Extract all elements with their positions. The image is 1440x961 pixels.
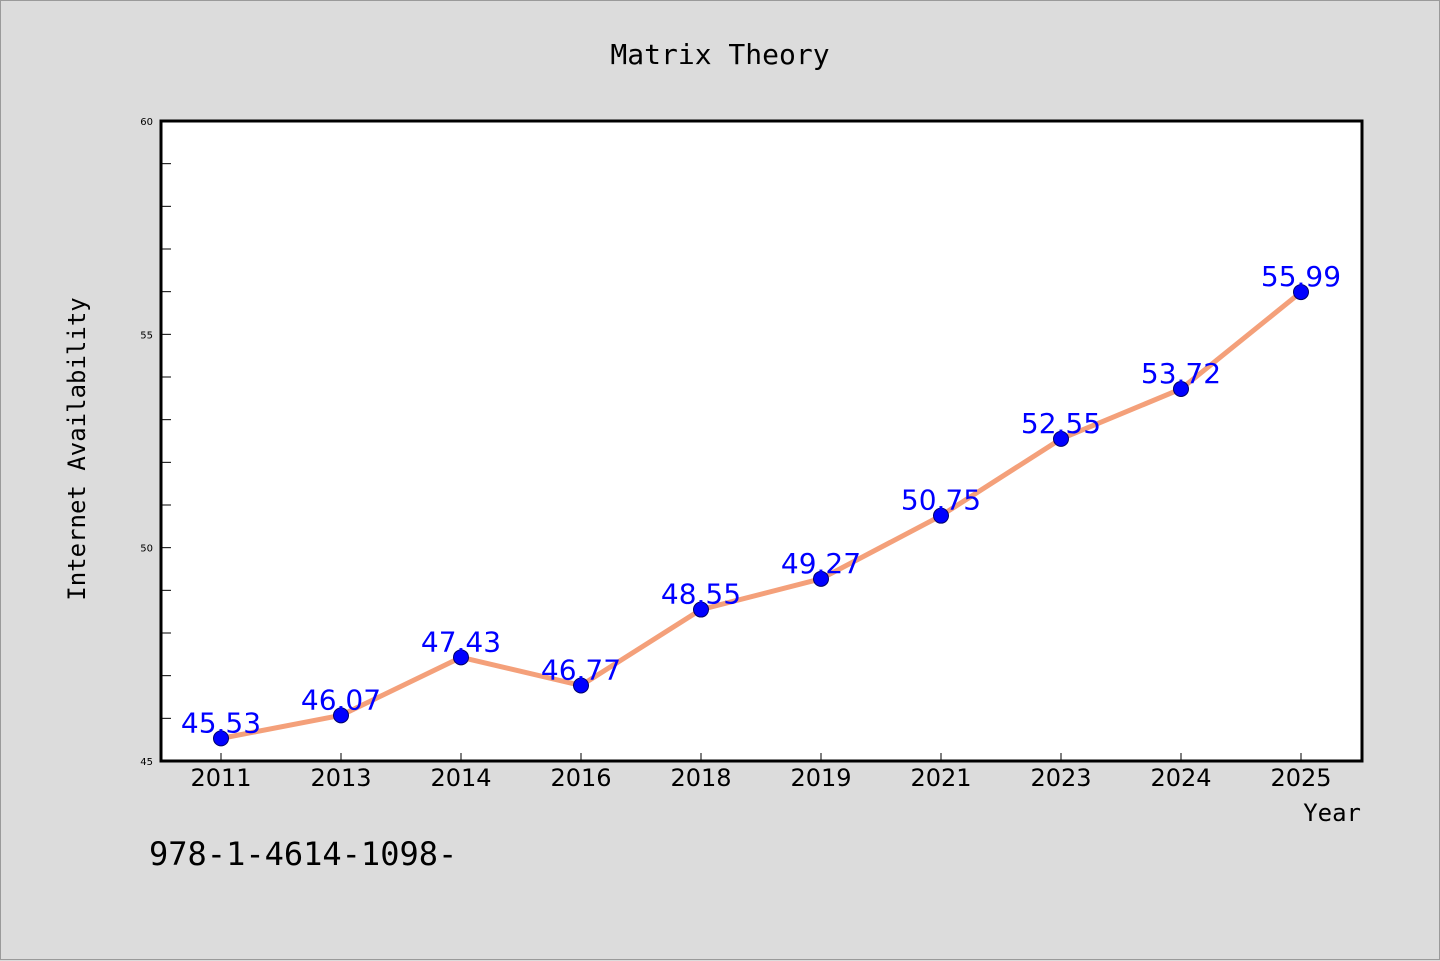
y-tick-label: 55 <box>140 330 153 341</box>
y-tick-label: 50 <box>140 544 153 555</box>
x-tick-label: 2025 <box>1270 764 1331 792</box>
series-line <box>218 289 1304 741</box>
data-point <box>213 730 229 747</box>
x-tick-label: 2024 <box>1150 764 1211 792</box>
x-tick-label: 2013 <box>310 764 371 792</box>
data-label: 55.99 <box>1261 260 1341 293</box>
y-axis-label: Internet Availability <box>63 297 91 600</box>
x-axis-label: Year <box>1303 799 1361 827</box>
data-label: 47.43 <box>421 625 501 658</box>
data-point <box>333 707 349 724</box>
data-label: 49.27 <box>781 547 861 580</box>
x-tick-label: 2018 <box>670 764 731 792</box>
series-internet-availability: 45.53 46.07 47.43 46.77 48.55 49.27 50.75 52.55… <box>181 260 1341 747</box>
x-tick-label: 2023 <box>1030 764 1091 792</box>
x-tick-label: 2016 <box>550 764 611 792</box>
data-label: 46.77 <box>541 653 621 686</box>
footnote: 978-1-4614-1098- <box>149 835 457 873</box>
x-tick-label: 2014 <box>430 764 491 792</box>
data-point <box>1053 430 1069 447</box>
data-label: 46.07 <box>301 683 381 716</box>
data-label: 53.72 <box>1141 357 1221 390</box>
y-tick-label: 45 <box>140 757 153 768</box>
data-label: 50.75 <box>901 484 981 517</box>
data-point <box>813 570 829 587</box>
x-tick-label: 2011 <box>190 764 251 792</box>
x-tick-label: 2021 <box>910 764 971 792</box>
x-tick-label: 2019 <box>790 764 851 792</box>
data-point <box>933 507 949 524</box>
chart-title: Matrix Theory <box>610 38 829 71</box>
data-label: 45.53 <box>181 706 261 739</box>
data-label: 48.55 <box>661 578 741 611</box>
y-axis: 45 50 55 60 <box>140 117 171 768</box>
data-point <box>693 601 709 618</box>
plot-area <box>159 119 1364 763</box>
x-axis: 2011 2013 2014 2016 2018 2019 2021 2023 2024 2025 <box>190 753 1332 792</box>
data-point <box>1293 284 1309 301</box>
data-point <box>1173 380 1189 397</box>
data-point <box>453 649 469 666</box>
y-tick-label: 60 <box>140 117 153 128</box>
data-label: 52.55 <box>1021 407 1101 440</box>
data-point <box>573 677 589 694</box>
